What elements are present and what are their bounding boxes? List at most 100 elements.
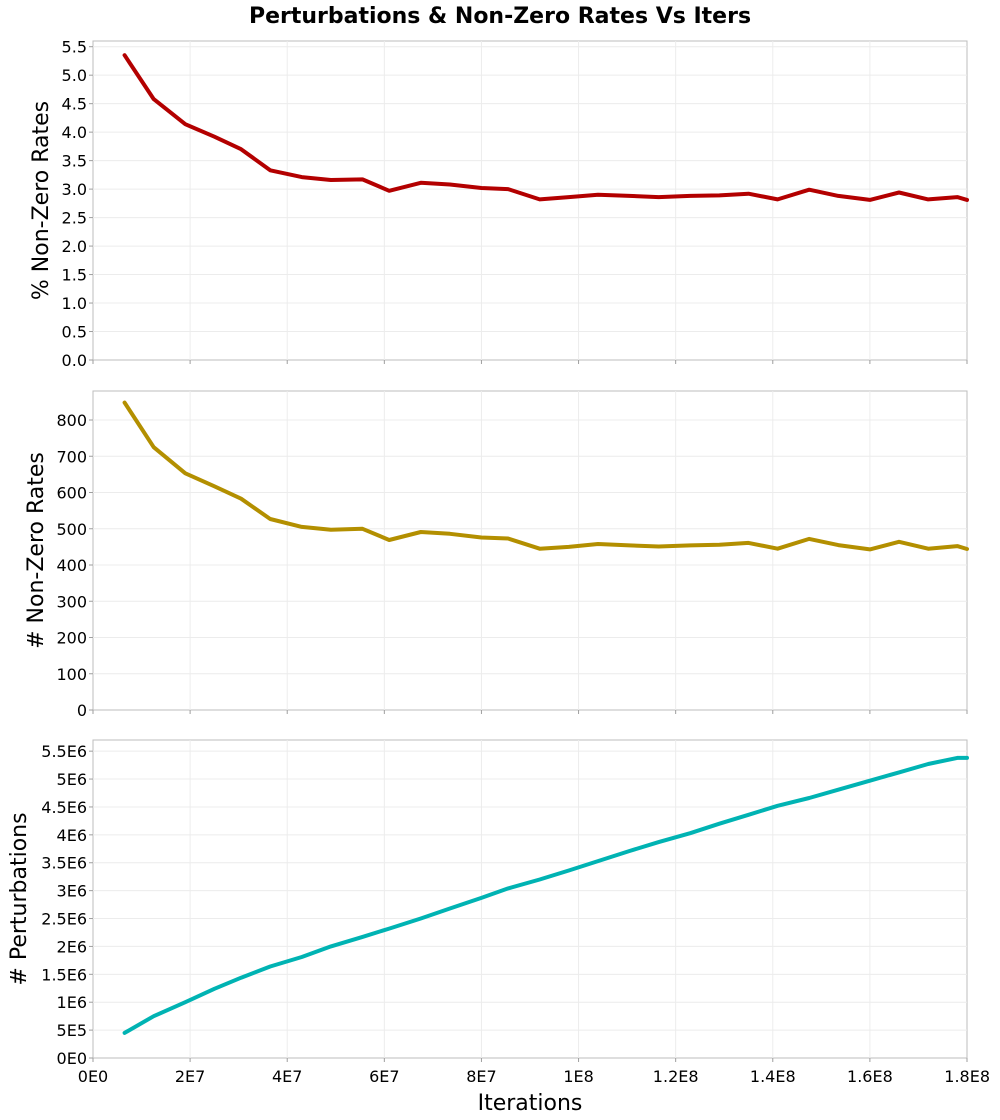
data-point [506, 886, 510, 890]
data-point [183, 122, 187, 126]
y-tick-label: 1.0 [62, 294, 87, 313]
data-point [596, 859, 600, 863]
data-point [361, 527, 365, 531]
data-point [965, 547, 969, 551]
y-tick-label: 400 [56, 556, 87, 575]
x-tick-label: 1.2E8 [653, 1067, 699, 1086]
y-axis-label: % Non-Zero Rates [29, 101, 54, 300]
data-point [212, 987, 216, 991]
data-point [152, 97, 156, 101]
y-axis-label: # Perturbations [7, 812, 32, 985]
data-point [807, 796, 811, 800]
data-point [268, 168, 272, 172]
data-point [300, 955, 304, 959]
y-tick-label: 4.0 [62, 123, 87, 142]
data-point [123, 1031, 127, 1035]
data-point [479, 536, 483, 540]
data-point [868, 198, 872, 202]
data-point [479, 896, 483, 900]
data-point [596, 193, 600, 197]
x-tick-label: 6E7 [369, 1067, 399, 1086]
data-point [868, 779, 872, 783]
y-tick-label: 4.5 [62, 95, 87, 114]
panel-2: 0 100 200 300 400 500 600 700 800 # Non-Zero Rate… [24, 390, 969, 720]
data-point [268, 517, 272, 521]
data-point [506, 537, 510, 541]
data-point [776, 804, 780, 808]
data-point [807, 188, 811, 192]
data-point [567, 869, 571, 873]
data-point [717, 822, 721, 826]
data-point [567, 545, 571, 549]
y-tick-label: 300 [56, 592, 87, 611]
panels-layer: 0.0 0.5 1.0 1.5 2.0 2.5 3.0 3.5 4.0 4.5 5.0 5.5 % No… [7, 38, 990, 1086]
data-point [448, 183, 452, 187]
data-point [897, 770, 901, 774]
y-tick-label: 5.5E6 [41, 742, 87, 761]
y-tick-label: 700 [56, 447, 87, 466]
data-point [123, 53, 127, 57]
data-point [361, 177, 365, 181]
y-tick-label: 3.5 [62, 152, 87, 171]
y-tick-label: 0E0 [57, 1049, 87, 1068]
data-point [955, 544, 959, 548]
data-point [538, 878, 542, 882]
series-line [122, 755, 969, 1035]
data-point [567, 195, 571, 199]
data-point [897, 191, 901, 195]
data-point [387, 538, 391, 542]
data-point [807, 537, 811, 541]
data-point [300, 175, 304, 179]
y-tick-label: 5E5 [57, 1021, 87, 1040]
data-point [538, 547, 542, 551]
data-point [506, 187, 510, 191]
y-tick-label: 600 [56, 484, 87, 503]
data-point [596, 542, 600, 546]
y-tick-label: 0.5 [62, 323, 87, 342]
y-tick-label: 2.0 [62, 237, 87, 256]
plot-area [92, 40, 968, 361]
x-tick-label: 1.6E8 [847, 1067, 893, 1086]
x-tick-label: 0E0 [78, 1067, 108, 1086]
data-point [926, 547, 930, 551]
y-tick-label: 5E6 [57, 770, 87, 789]
data-point [300, 525, 304, 529]
y-tick-label: 3.0 [62, 180, 87, 199]
y-tick-label: 5.5 [62, 38, 87, 57]
data-point [628, 543, 632, 547]
data-point [836, 788, 840, 792]
x-tick-label: 1.8E8 [944, 1067, 990, 1086]
data-point [387, 927, 391, 931]
data-point [239, 497, 243, 501]
data-point [329, 178, 333, 182]
series-line [122, 400, 969, 552]
y-tick-label: 2.5 [62, 209, 87, 228]
y-tick-label: 2E6 [57, 937, 87, 956]
data-point [628, 194, 632, 198]
panel-1: 0.0 0.5 1.0 1.5 2.0 2.5 3.0 3.5 4.0 4.5 5.0 5.5 % No… [29, 38, 969, 370]
data-point [776, 197, 780, 201]
data-point [419, 530, 423, 534]
data-point [717, 543, 721, 547]
x-tick-label: 8E7 [466, 1067, 496, 1086]
data-point [747, 541, 751, 545]
data-point [448, 532, 452, 536]
data-point [688, 543, 692, 547]
y-tick-label: 0.0 [62, 351, 87, 370]
data-point [747, 813, 751, 817]
data-point [152, 1014, 156, 1018]
x-tick-label: 1E8 [563, 1067, 593, 1086]
data-point [183, 1000, 187, 1004]
y-tick-label: 100 [56, 665, 87, 684]
data-point [926, 762, 930, 766]
data-point [897, 540, 901, 544]
data-point [239, 147, 243, 151]
data-point [836, 194, 840, 198]
data-point [152, 445, 156, 449]
data-point [747, 192, 751, 196]
y-tick-label: 800 [56, 411, 87, 430]
data-point [628, 849, 632, 853]
data-point [776, 547, 780, 551]
data-point [657, 195, 661, 199]
